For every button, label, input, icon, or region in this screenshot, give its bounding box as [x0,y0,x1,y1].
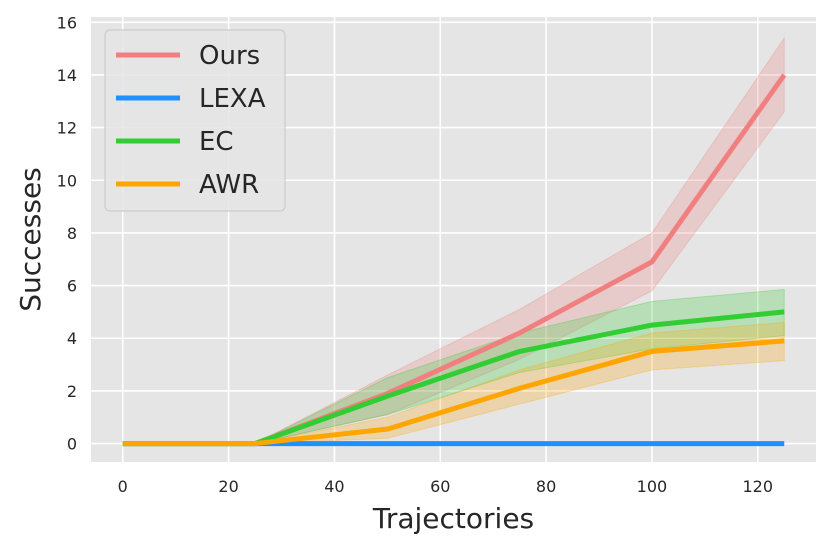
legend: Ours LEXA EC AWR [104,29,286,212]
series-line-awr [122,338,785,447]
x-tick-labels: 0 20 40 60 80 100 120 [118,477,773,496]
legend-label: Ours [199,41,260,71]
y-tick-label: 6 [67,277,77,296]
y-tick-label: 10 [57,171,77,190]
y-tick-label: 2 [67,382,77,401]
series-lines [122,73,787,447]
y-tick-label: 14 [57,66,77,85]
y-axis-label: Successes [14,167,47,312]
y-tick-label: 12 [57,119,77,138]
x-tick-label: 40 [324,477,344,496]
legend-label: EC [199,127,234,157]
x-tick-label: 120 [743,477,774,496]
y-tick-label: 4 [67,329,77,348]
x-axis-label: Trajectories [372,502,534,535]
legend-label: LEXA [199,84,266,114]
y-tick-label: 8 [67,224,77,243]
x-tick-label: 20 [218,477,238,496]
x-tick-label: 100 [637,477,668,496]
x-tick-label: 80 [536,477,556,496]
x-tick-label: 60 [430,477,450,496]
y-tick-label: 0 [67,435,77,454]
legend-box [104,29,286,212]
x-tick-label: 0 [118,477,128,496]
legend-label: AWR [199,170,259,200]
y-tick-labels: 0 2 4 6 8 10 12 14 16 [57,13,77,453]
y-tick-label: 16 [57,13,77,32]
